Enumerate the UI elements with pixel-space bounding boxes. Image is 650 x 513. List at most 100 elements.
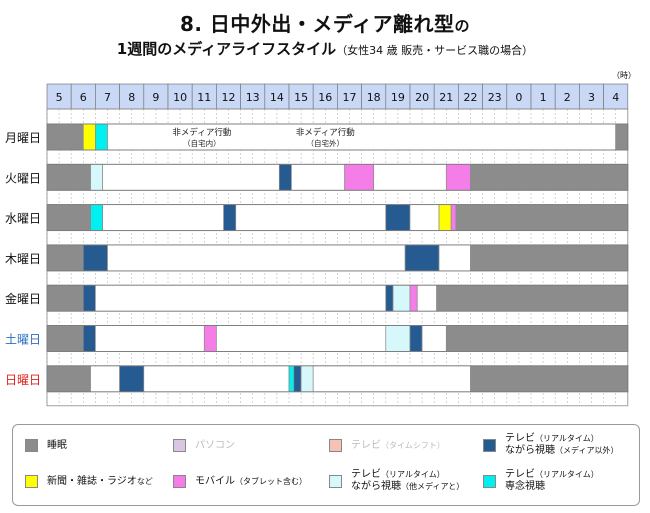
day-bar-outline [46, 284, 629, 312]
day-label: 日曜日 [5, 373, 41, 387]
hour-cell [530, 83, 556, 110]
day-bar-outline [46, 123, 629, 151]
hour-label: 9 [152, 91, 159, 104]
hour-cell [264, 83, 290, 110]
hour-cell [240, 83, 266, 110]
hour-cell [458, 83, 483, 110]
hour-label: 1 [540, 91, 547, 104]
segment-tv_nagara [385, 284, 394, 312]
hour-label: 10 [173, 91, 187, 104]
hour-label: 15 [294, 91, 308, 104]
legend-label-text: モバイル [195, 475, 235, 487]
segment-white [107, 123, 617, 151]
segment-white [90, 365, 120, 393]
segment-tv_nagara [119, 365, 145, 393]
legend-item-newspaper: 新聞・雑誌・ラジオなど [25, 475, 153, 488]
segment-white [373, 163, 447, 191]
chart-title: 8. 日中外出・メディア離れ型の [0, 8, 650, 37]
segment-mobile [445, 163, 471, 191]
hour-label: 4 [612, 91, 619, 104]
segment-tv_focus [95, 123, 108, 151]
legend-label-note: など [136, 476, 153, 486]
legend-label: テレビ（タイムシフト） [351, 440, 445, 452]
legend-swatch [25, 439, 38, 452]
segment-tv_focus [288, 365, 295, 393]
legend-label-text: 睡眠 [47, 439, 67, 451]
chart-subtitle: 1週間のメディアライフスタイル（女性34 歳 販売・サービス職の場合） [0, 38, 650, 59]
segment-sleep [455, 204, 629, 231]
legend-label: テレビ（リアルタイム） 専念視聴 [505, 469, 599, 493]
hour-label: 17 [343, 91, 357, 104]
segment-white [438, 244, 471, 272]
legend-box: 睡眠 パソコン テレビ（タイムシフト） テレビ（リアルタイム） ながら視聴（メディア以外… [12, 424, 640, 506]
segment-white [102, 204, 225, 231]
legend-swatch [329, 439, 342, 452]
day-label: 木曜日 [5, 252, 41, 266]
hour-label: 14 [270, 91, 284, 104]
hour-label: 7 [104, 91, 111, 104]
segment-mobile [344, 163, 375, 191]
hour-label: 22 [464, 91, 478, 104]
day-label: 水曜日 [5, 212, 41, 226]
segment-newspaper [438, 204, 452, 231]
hour-cell [288, 83, 314, 110]
chart-subtitle-paren: （女性34 歳 販売・サービス職の場合） [336, 44, 534, 57]
schedule-chart: 5 6 7 8 9 10 11 12 13 14 15 16 17 18 19 20 21 22 23 0 1 2 3 4月曜… [5, 83, 629, 407]
legend-label-text: パソコン [195, 439, 235, 451]
hour-cell [143, 83, 169, 110]
hour-label: 13 [246, 91, 260, 104]
annotation-text: 非メディア行動 [172, 127, 231, 138]
chart-title-main: 8. 日中外出・メディア離れ型 [179, 12, 455, 36]
hour-label: 16 [318, 91, 332, 104]
segment-sleep [46, 325, 84, 352]
hour-cell [433, 83, 459, 110]
segment-tv_nagara [385, 204, 411, 231]
segment-sleep [615, 123, 629, 151]
hour-label: 2 [564, 91, 571, 104]
legend-swatch [173, 475, 186, 488]
segment-tv_nagara [293, 365, 302, 393]
legend-label-note: （リアルタイム） [535, 434, 599, 443]
day-bar-outline [46, 244, 629, 272]
legend-item-tv_nagara_other: テレビ（リアルタイム） ながら視聴（他メディアと） [329, 469, 464, 493]
segment-sleep [46, 163, 91, 191]
segment-tv_nagara_other [300, 365, 314, 393]
segment-sleep [445, 325, 629, 352]
segment-white [235, 204, 387, 231]
legend-label-note: （タイムシフト） [381, 440, 445, 450]
segment-sleep [46, 244, 84, 272]
legend-swatch [173, 439, 186, 452]
legend-label-note: （リアルタイム） [535, 470, 599, 479]
hour-label: 6 [80, 91, 87, 104]
segment-white [95, 325, 205, 352]
segment-white [216, 325, 387, 352]
segment-white [409, 204, 440, 231]
legend-item-mobile: モバイル（タブレット含む） [173, 475, 307, 488]
hour-label: 19 [391, 91, 405, 104]
legend-label: モバイル（タブレット含む） [195, 476, 307, 488]
segment-white [291, 163, 346, 191]
legend-label-note2: （他メディアと） [401, 482, 465, 491]
hour-label: 20 [415, 91, 429, 104]
annotation-subtext: （自宅内） [183, 138, 221, 148]
segment-mobile [203, 325, 217, 352]
hour-cell [337, 83, 362, 110]
legend-item-tv_focus: テレビ（リアルタイム） 専念視聴 [483, 469, 599, 493]
legend-item-sleep: 睡眠 [25, 439, 67, 452]
legend-item-tv_shift: テレビ（タイムシフト） [329, 439, 445, 452]
legend-label: パソコン [195, 440, 235, 452]
chart-title-suffix: の [454, 17, 471, 35]
segment-tv_nagara_other [392, 284, 411, 312]
legend-swatch [25, 475, 38, 488]
segment-sleep [436, 284, 629, 312]
hour-cell [95, 83, 120, 110]
hour-label: 11 [197, 91, 211, 104]
legend-label-text: テレビ [505, 433, 535, 444]
segment-tv_nagara_other [90, 163, 104, 191]
legend-swatch [483, 438, 496, 452]
segment-white [312, 365, 471, 393]
legend-label-text2: ながら視聴 [351, 481, 401, 492]
hour-cell [70, 83, 96, 110]
segment-sleep [470, 365, 629, 393]
legend-label-note2: （メディア以外） [555, 446, 619, 455]
